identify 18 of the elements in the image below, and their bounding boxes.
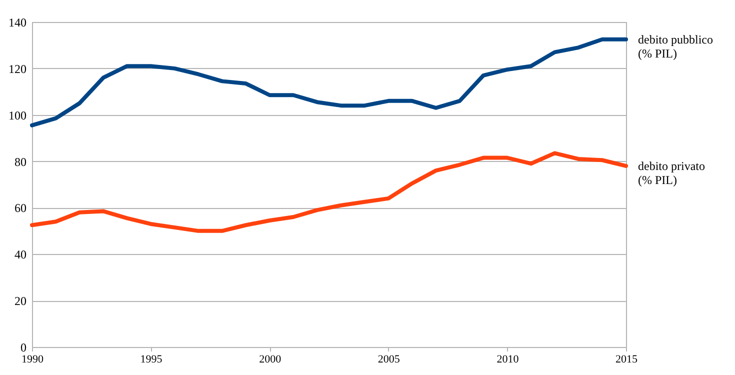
y-tick-label: 60 [14, 201, 26, 216]
y-tick-label: 0 [20, 340, 26, 354]
series-label: debito privato (% PIL) [638, 158, 705, 187]
y-tick-label: 120 [8, 62, 26, 76]
x-tick-label: 1990 [22, 354, 44, 366]
y-tick-label: 20 [14, 294, 26, 308]
y-tick-label: 140 [8, 16, 26, 30]
y-tick-label: 100 [8, 108, 26, 122]
y-tick-label: 80 [14, 154, 26, 169]
x-tick-label: 2015 [616, 354, 638, 366]
series-label: debito pubblico (% PIL) [638, 32, 713, 60]
x-tick-label: 2010 [496, 354, 520, 366]
x-tick-label: 2000 [259, 354, 282, 366]
line-series [30, 37, 628, 128]
x-tick-label: 2005 [378, 354, 400, 366]
x-tick-label: 1995 [140, 354, 163, 366]
y-tick-label: 40 [14, 248, 26, 262]
line-series [30, 151, 628, 233]
